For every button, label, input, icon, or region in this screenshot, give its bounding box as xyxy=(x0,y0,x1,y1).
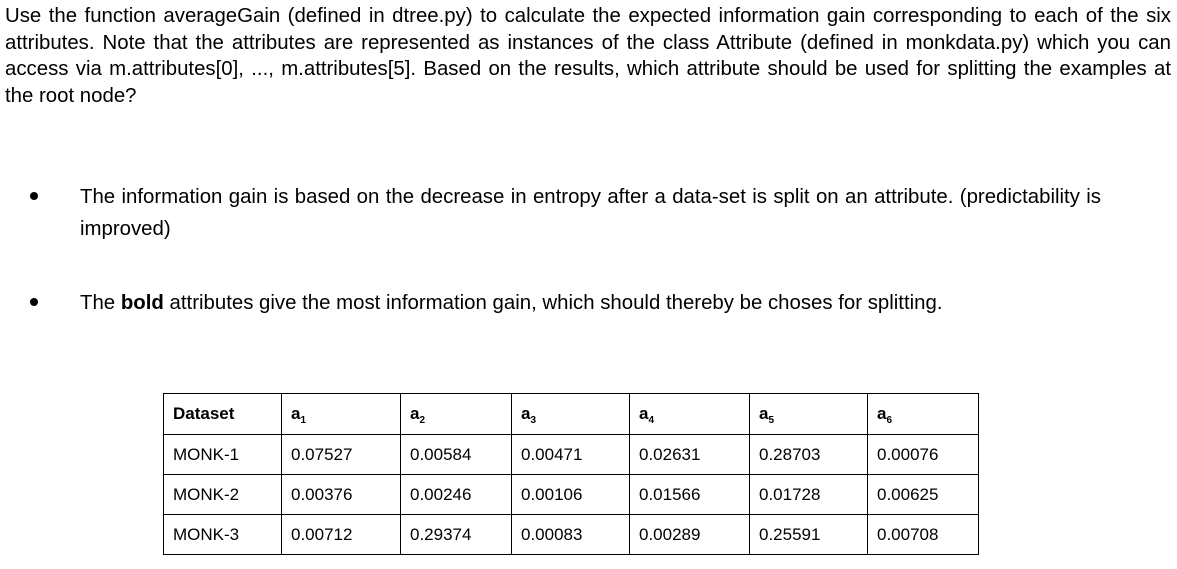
gain-value: 0.00246 xyxy=(400,474,512,515)
dataset-name: MONK-3 xyxy=(163,514,282,555)
gain-value: 0.00584 xyxy=(400,434,512,475)
header-attribute: a6 xyxy=(867,393,979,435)
bullet-text: The bold attributes give the most inform… xyxy=(80,287,1101,319)
attr-index: 4 xyxy=(648,415,655,426)
gain-value: 0.28703 xyxy=(749,434,868,475)
attr-index: 1 xyxy=(300,415,307,426)
attr-letter: a xyxy=(639,404,649,423)
attr-index: 5 xyxy=(768,415,775,426)
attr-letter: a xyxy=(410,404,420,423)
gain-value: 0.00083 xyxy=(511,514,630,555)
attr-letter: a xyxy=(759,404,769,423)
table-header-row: Dataset a1 a2 a3 a4 a5 a6 xyxy=(163,393,979,435)
bullet-text-after: attributes give the most information gai… xyxy=(163,292,943,314)
bullet-text-before: The xyxy=(80,292,121,314)
header-attribute: a3 xyxy=(511,393,630,435)
gain-value: 0.25591 xyxy=(749,514,868,555)
information-gain-table: Dataset a1 a2 a3 a4 a5 a6 MONK-1 0.07527… xyxy=(163,393,979,555)
header-dataset: Dataset xyxy=(163,393,282,435)
gain-value: 0.01566 xyxy=(629,474,750,515)
gain-value: 0.00471 xyxy=(511,434,630,475)
header-attribute: a5 xyxy=(749,393,868,435)
gain-value: 0.00376 xyxy=(281,474,401,515)
attr-index: 2 xyxy=(419,415,426,426)
table-row: MONK-2 0.00376 0.00246 0.00106 0.01566 0… xyxy=(163,474,979,515)
header-attribute: a1 xyxy=(281,393,401,435)
header-attribute: a4 xyxy=(629,393,750,435)
gain-value: 0.29374 xyxy=(400,514,512,555)
gain-value: 0.07527 xyxy=(281,434,401,475)
intro-paragraph: Use the function averageGain (defined in… xyxy=(5,5,1171,107)
table-body: MONK-1 0.07527 0.00584 0.00471 0.02631 0… xyxy=(163,434,979,555)
attr-letter: a xyxy=(521,404,531,423)
bullet-dot-icon xyxy=(30,298,38,306)
attr-letter: a xyxy=(291,404,301,423)
attr-index: 3 xyxy=(530,415,537,426)
gain-value: 0.00625 xyxy=(867,474,979,515)
table-row: MONK-1 0.07527 0.00584 0.00471 0.02631 0… xyxy=(163,434,979,475)
bullet-text-bold: bold xyxy=(120,292,164,314)
dataset-name: MONK-1 xyxy=(163,434,282,475)
gain-value: 0.00708 xyxy=(867,514,979,555)
gain-value: 0.00712 xyxy=(281,514,401,555)
attr-letter: a xyxy=(877,404,887,423)
gain-value: 0.00106 xyxy=(511,474,630,515)
dataset-name: MONK-2 xyxy=(163,474,282,515)
header-attribute: a2 xyxy=(400,393,512,435)
attr-index: 6 xyxy=(886,415,893,426)
gain-value: 0.00289 xyxy=(629,514,750,555)
table-row: MONK-3 0.00712 0.29374 0.00083 0.00289 0… xyxy=(163,514,979,555)
gain-value: 0.01728 xyxy=(749,474,868,515)
gain-value: 0.02631 xyxy=(629,434,750,475)
bullet-text: The information gain is based on the dec… xyxy=(80,186,1101,240)
bullet-dot-icon xyxy=(30,192,38,200)
gain-value: 0.00076 xyxy=(867,434,979,475)
